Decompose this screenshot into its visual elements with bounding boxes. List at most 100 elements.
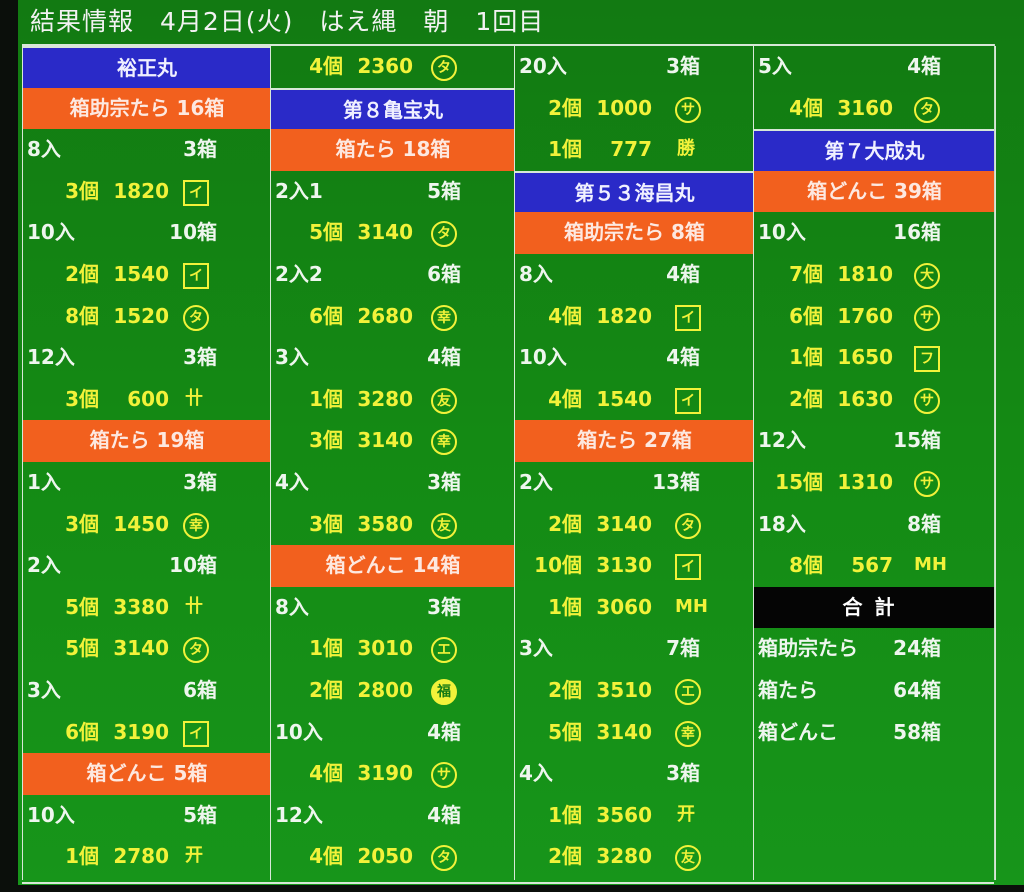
buyer-mark-icon: 勝 <box>677 138 695 160</box>
size-label: 8入 <box>275 594 309 619</box>
size-label: 20入 <box>519 54 567 78</box>
total-header: 合計 <box>754 586 995 629</box>
buyer-mark-icon: サ <box>431 762 457 789</box>
lot-price: 1650 <box>837 345 893 370</box>
lot-count: 6個 <box>65 719 99 744</box>
lot-count: 10個 <box>534 553 582 578</box>
lot-price: 3580 <box>357 511 413 536</box>
buyer-mark-icon: タ <box>431 55 457 81</box>
box-count: 5箱 <box>183 802 217 827</box>
box-count: 7箱 <box>666 636 700 661</box>
lot-price: 1540 <box>113 261 169 286</box>
box-count: 4箱 <box>427 802 461 827</box>
lot-price: 567 <box>851 553 893 578</box>
lot-price: 2800 <box>357 677 413 702</box>
size-row: 1入 3箱 <box>23 462 271 504</box>
lot-row: 5個 3380 卄 <box>23 587 271 629</box>
lot-row: 6個 3190 イ <box>23 712 271 754</box>
empty-panel <box>994 44 1024 880</box>
lot-count: 4個 <box>548 303 582 328</box>
lot-row: 6個 2680 幸 <box>271 296 515 338</box>
lot-row: 5個 3140 幸 <box>515 712 754 754</box>
lot-row: 1個 3060 MH <box>515 587 754 629</box>
lot-row: 1個 2780 开 <box>23 836 271 878</box>
lot-row: 4個 3190 サ <box>271 753 515 795</box>
lot-price: 3380 <box>113 594 169 619</box>
lot-count: 1個 <box>309 386 343 411</box>
buyer-mark-icon: 友 <box>431 512 457 539</box>
size-row: 3入 4箱 <box>271 337 515 379</box>
total-boxes: 64箱 <box>893 677 941 702</box>
results-screen: 結果情報 4月2日(火) はえ縄 朝 1回目 裕正丸 箱助宗たら 16箱 8入 3箱 3… <box>18 0 1024 885</box>
lot-row: 1個 777 勝 <box>515 129 754 171</box>
box-count: 10箱 <box>169 553 217 578</box>
buyer-mark-icon: サ <box>914 387 940 414</box>
results-column: 5入 4箱 4個 3160 タ第７大成丸 箱どんこ 39箱 10入 16箱 7個 1810 大 6個 1… <box>753 46 996 880</box>
lot-price: 3140 <box>357 220 413 245</box>
lot-count: 1個 <box>65 844 99 869</box>
lot-count: 15個 <box>775 469 823 494</box>
buyer-mark-icon: 卄 <box>185 387 203 409</box>
lot-row: 1個 1650 フ <box>754 337 995 379</box>
vessel-header: 裕正丸 <box>23 46 271 88</box>
size-row: 12入 3箱 <box>23 337 271 379</box>
lot-price: 1310 <box>837 469 893 494</box>
box-count: 3箱 <box>427 594 461 619</box>
lot-row: 2個 1630 サ <box>754 379 995 421</box>
buyer-mark-icon: 幸 <box>183 512 209 539</box>
box-count: 3箱 <box>183 137 217 162</box>
lot-row: 5個 3140 タ <box>23 628 271 670</box>
size-row: 4入 3箱 <box>271 462 515 504</box>
lot-price: 2680 <box>357 303 413 328</box>
buyer-mark-icon: タ <box>914 96 940 123</box>
size-label: 5入 <box>758 54 792 78</box>
lot-price: 1810 <box>837 261 893 286</box>
lot-count: 1個 <box>789 345 823 370</box>
lot-price: 3190 <box>113 719 169 744</box>
size-label: 3入 <box>519 636 553 661</box>
size-label: 8入 <box>519 261 553 286</box>
species-header: 箱たら 18箱 <box>271 129 515 171</box>
total-row: 箱どんこ 58箱 <box>754 712 995 754</box>
buyer-mark-icon: 幸 <box>675 720 701 747</box>
lot-row: 3個 1820 イ <box>23 171 271 213</box>
lot-count: 2個 <box>548 511 582 536</box>
buyer-mark-icon: サ <box>675 96 701 123</box>
species-header: 箱助宗たら 16箱 <box>23 87 271 130</box>
size-row: 10入 5箱 <box>23 795 271 837</box>
lot-price: 2780 <box>113 844 169 869</box>
lot-count: 5個 <box>548 719 582 744</box>
size-row: 8入 3箱 <box>271 587 515 629</box>
size-label: 3入 <box>275 345 309 370</box>
buyer-mark-icon: タ <box>675 512 701 539</box>
size-row: 3入 6箱 <box>23 670 271 712</box>
size-label: 2入2 <box>275 261 323 286</box>
size-row: 10入 16箱 <box>754 212 995 254</box>
size-row: 2入1 5箱 <box>271 171 515 213</box>
species-header: 箱どんこ 39箱 <box>754 170 995 213</box>
lot-price: 3140 <box>357 428 413 453</box>
total-row: 箱たら 64箱 <box>754 670 995 712</box>
box-count: 13箱 <box>652 469 700 494</box>
vessel-header: 第７大成丸 <box>754 129 995 171</box>
lot-count: 1個 <box>548 137 582 162</box>
lot-price: 3060 <box>596 594 652 619</box>
buyer-mark-icon: 友 <box>675 845 701 872</box>
size-label: 2入 <box>27 553 61 578</box>
lot-price: 3280 <box>357 386 413 411</box>
buyer-mark-icon: イ <box>675 304 701 331</box>
buyer-mark-icon: タ <box>431 845 457 872</box>
lot-count: 1個 <box>309 636 343 661</box>
lot-count: 4個 <box>309 844 343 869</box>
buyer-mark-icon: イ <box>183 720 209 747</box>
box-count: 4箱 <box>666 345 700 370</box>
size-label: 12入 <box>758 428 806 453</box>
box-count: 4箱 <box>427 719 461 744</box>
lot-row: 6個 1760 サ <box>754 296 995 338</box>
lot-count: 3個 <box>65 178 99 203</box>
size-label: 1入 <box>27 469 61 494</box>
buyer-mark-icon: 大 <box>914 262 940 289</box>
size-row: 2入2 6箱 <box>271 254 515 296</box>
lot-price: 3140 <box>596 511 652 536</box>
lot-row: 4個 1820 イ <box>515 296 754 338</box>
